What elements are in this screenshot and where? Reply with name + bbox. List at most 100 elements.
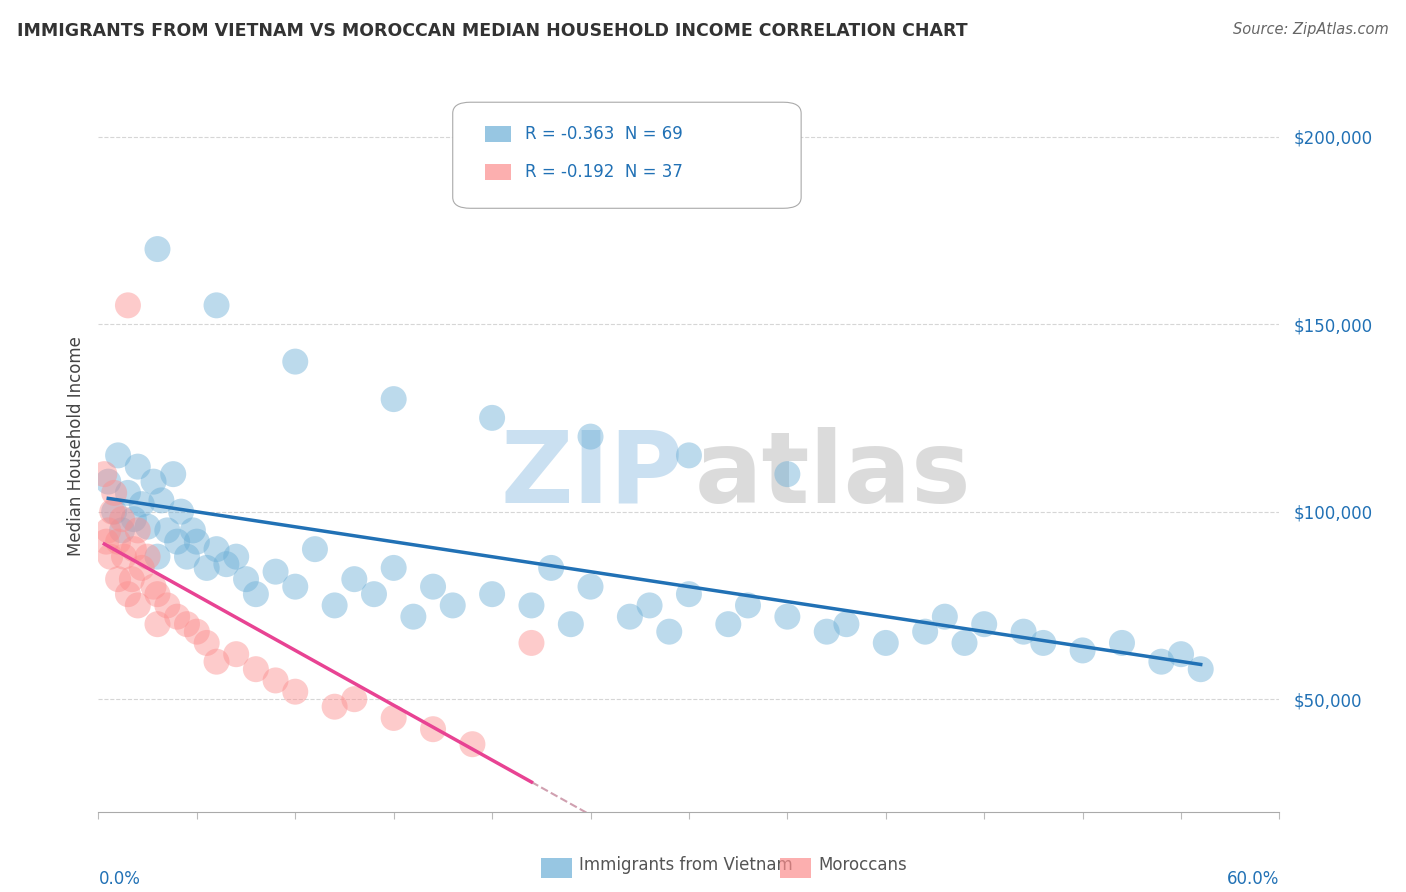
Point	[103, 505, 125, 519]
Point	[363, 587, 385, 601]
Point	[195, 636, 218, 650]
Point	[111, 524, 134, 538]
Point	[304, 542, 326, 557]
Point	[146, 242, 169, 256]
Point	[658, 624, 681, 639]
Text: IMMIGRANTS FROM VIETNAM VS MOROCCAN MEDIAN HOUSEHOLD INCOME CORRELATION CHART: IMMIGRANTS FROM VIETNAM VS MOROCCAN MEDI…	[17, 22, 967, 40]
Point	[146, 549, 169, 564]
Point	[131, 561, 153, 575]
Point	[142, 580, 165, 594]
Point	[343, 692, 366, 706]
Point	[195, 561, 218, 575]
Point	[264, 565, 287, 579]
Point	[156, 599, 179, 613]
Point	[245, 662, 267, 676]
Point	[717, 617, 740, 632]
Point	[205, 542, 228, 557]
Point	[122, 512, 145, 526]
Text: Immigrants from Vietnam: Immigrants from Vietnam	[579, 856, 793, 874]
Point	[215, 557, 238, 571]
Point	[284, 580, 307, 594]
Point	[107, 534, 129, 549]
Point	[107, 449, 129, 463]
Text: Moroccans: Moroccans	[818, 856, 907, 874]
Point	[166, 609, 188, 624]
Point	[382, 392, 405, 406]
Point	[619, 609, 641, 624]
Point	[343, 572, 366, 586]
Point	[934, 609, 956, 624]
Point	[245, 587, 267, 601]
Point	[481, 410, 503, 425]
Point	[205, 655, 228, 669]
Point	[1189, 662, 1212, 676]
Point	[579, 429, 602, 443]
Point	[156, 524, 179, 538]
Point	[402, 609, 425, 624]
Point	[776, 467, 799, 482]
Point	[97, 475, 120, 489]
Point	[776, 609, 799, 624]
Point	[117, 298, 139, 312]
Point	[638, 599, 661, 613]
Point	[225, 647, 247, 661]
Point	[284, 684, 307, 698]
Y-axis label: Median Household Income: Median Household Income	[66, 336, 84, 556]
Point	[117, 486, 139, 500]
Point	[579, 580, 602, 594]
Point	[815, 624, 838, 639]
Point	[875, 636, 897, 650]
Point	[122, 542, 145, 557]
Point	[678, 449, 700, 463]
Point	[107, 572, 129, 586]
Point	[422, 722, 444, 736]
Point	[136, 519, 159, 533]
Point	[146, 617, 169, 632]
Point	[121, 572, 143, 586]
Text: R = -0.192  N = 37: R = -0.192 N = 37	[524, 162, 683, 181]
Point	[422, 580, 444, 594]
Point	[560, 617, 582, 632]
Point	[127, 599, 149, 613]
Point	[150, 493, 173, 508]
Point	[96, 534, 118, 549]
Point	[520, 599, 543, 613]
Point	[170, 505, 193, 519]
Point	[127, 459, 149, 474]
Point	[103, 486, 125, 500]
Point	[678, 587, 700, 601]
Point	[284, 354, 307, 368]
Text: 0.0%: 0.0%	[98, 871, 141, 888]
Point	[98, 549, 121, 564]
Point	[136, 549, 159, 564]
Point	[953, 636, 976, 650]
Point	[176, 617, 198, 632]
Point	[1150, 655, 1173, 669]
Text: R = -0.363  N = 69: R = -0.363 N = 69	[524, 125, 682, 143]
Point	[186, 534, 208, 549]
FancyBboxPatch shape	[485, 163, 510, 180]
Point	[131, 497, 153, 511]
Point	[146, 587, 169, 601]
FancyBboxPatch shape	[453, 103, 801, 209]
Point	[914, 624, 936, 639]
Point	[323, 699, 346, 714]
Point	[1111, 636, 1133, 650]
Point	[382, 561, 405, 575]
Text: 60.0%: 60.0%	[1227, 871, 1279, 888]
Point	[117, 587, 139, 601]
Point	[166, 534, 188, 549]
Text: Source: ZipAtlas.com: Source: ZipAtlas.com	[1233, 22, 1389, 37]
Point	[264, 673, 287, 688]
Point	[235, 572, 257, 586]
Point	[1032, 636, 1054, 650]
Point	[481, 587, 503, 601]
Point	[112, 549, 135, 564]
Point	[101, 505, 124, 519]
Text: atlas: atlas	[695, 426, 972, 524]
Point	[186, 624, 208, 639]
Point	[181, 524, 204, 538]
Point	[973, 617, 995, 632]
Point	[111, 512, 134, 526]
Point	[176, 549, 198, 564]
